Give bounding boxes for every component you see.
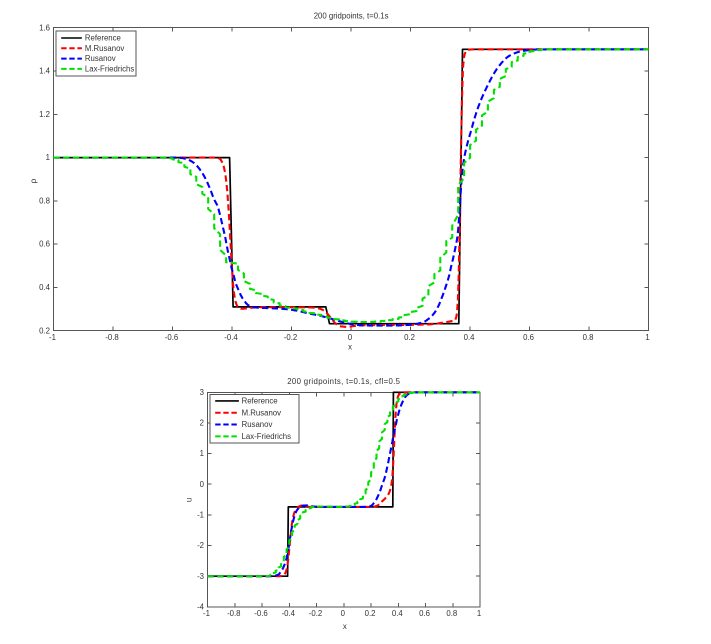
svg-text:-1: -1 bbox=[203, 609, 210, 618]
svg-text:200 gridpoints, t=0.1s, cfl=0.: 200 gridpoints, t=0.1s, cfl=0.5 bbox=[287, 377, 400, 386]
svg-text:1.2: 1.2 bbox=[39, 110, 50, 119]
svg-text:x: x bbox=[343, 622, 347, 631]
svg-text:200 gridpoints, t=0.1s: 200 gridpoints, t=0.1s bbox=[314, 12, 389, 21]
svg-text:0.8: 0.8 bbox=[446, 609, 457, 618]
svg-text:-0.2: -0.2 bbox=[309, 609, 322, 618]
svg-text:0.8: 0.8 bbox=[583, 333, 594, 342]
svg-text:-2: -2 bbox=[197, 541, 204, 550]
svg-text:0: 0 bbox=[341, 609, 346, 618]
svg-text:Reference: Reference bbox=[85, 34, 121, 43]
svg-text:1: 1 bbox=[645, 333, 649, 342]
svg-text:u: u bbox=[185, 498, 194, 502]
svg-text:0.4: 0.4 bbox=[464, 333, 476, 342]
svg-text:0: 0 bbox=[348, 333, 353, 342]
svg-text:2: 2 bbox=[200, 419, 204, 428]
svg-text:-1: -1 bbox=[197, 511, 204, 520]
svg-text:-0.8: -0.8 bbox=[105, 333, 118, 342]
svg-text:0.6: 0.6 bbox=[39, 240, 50, 249]
svg-text:-0.2: -0.2 bbox=[284, 333, 297, 342]
svg-text:-0.6: -0.6 bbox=[254, 609, 267, 618]
svg-text:-3: -3 bbox=[197, 572, 204, 581]
svg-text:Rusanov: Rusanov bbox=[85, 54, 116, 63]
svg-text:-1: -1 bbox=[49, 333, 56, 342]
svg-text:3: 3 bbox=[200, 388, 204, 397]
svg-text:0.6: 0.6 bbox=[419, 609, 430, 618]
svg-text:x: x bbox=[348, 343, 352, 352]
svg-text:1: 1 bbox=[477, 609, 481, 618]
svg-text:M.Rusanov: M.Rusanov bbox=[85, 44, 125, 53]
svg-text:Reference: Reference bbox=[242, 397, 278, 406]
svg-text:M.Rusanov: M.Rusanov bbox=[242, 408, 282, 417]
svg-text:-0.6: -0.6 bbox=[165, 333, 178, 342]
svg-text:-0.4: -0.4 bbox=[224, 333, 238, 342]
svg-text:-0.4: -0.4 bbox=[282, 609, 296, 618]
svg-text:0.4: 0.4 bbox=[39, 283, 51, 292]
svg-text:0.2: 0.2 bbox=[39, 326, 50, 335]
svg-text:0.6: 0.6 bbox=[523, 333, 534, 342]
svg-text:0: 0 bbox=[200, 480, 205, 489]
svg-text:1: 1 bbox=[200, 449, 204, 458]
svg-text:0.2: 0.2 bbox=[404, 333, 415, 342]
svg-text:1.6: 1.6 bbox=[39, 23, 50, 32]
svg-text:0.2: 0.2 bbox=[365, 609, 376, 618]
svg-text:1.4: 1.4 bbox=[39, 67, 51, 76]
svg-text:ρ: ρ bbox=[28, 178, 38, 183]
svg-text:Rusanov: Rusanov bbox=[242, 420, 273, 429]
svg-text:0.8: 0.8 bbox=[39, 196, 50, 205]
svg-text:Lax-Friedrichs: Lax-Friedrichs bbox=[242, 432, 291, 441]
svg-text:1: 1 bbox=[46, 153, 50, 162]
svg-text:-4: -4 bbox=[197, 602, 205, 611]
svg-text:-0.8: -0.8 bbox=[227, 609, 240, 618]
svg-text:0.4: 0.4 bbox=[392, 609, 404, 618]
svg-text:Lax-Friedrichs: Lax-Friedrichs bbox=[85, 65, 134, 74]
